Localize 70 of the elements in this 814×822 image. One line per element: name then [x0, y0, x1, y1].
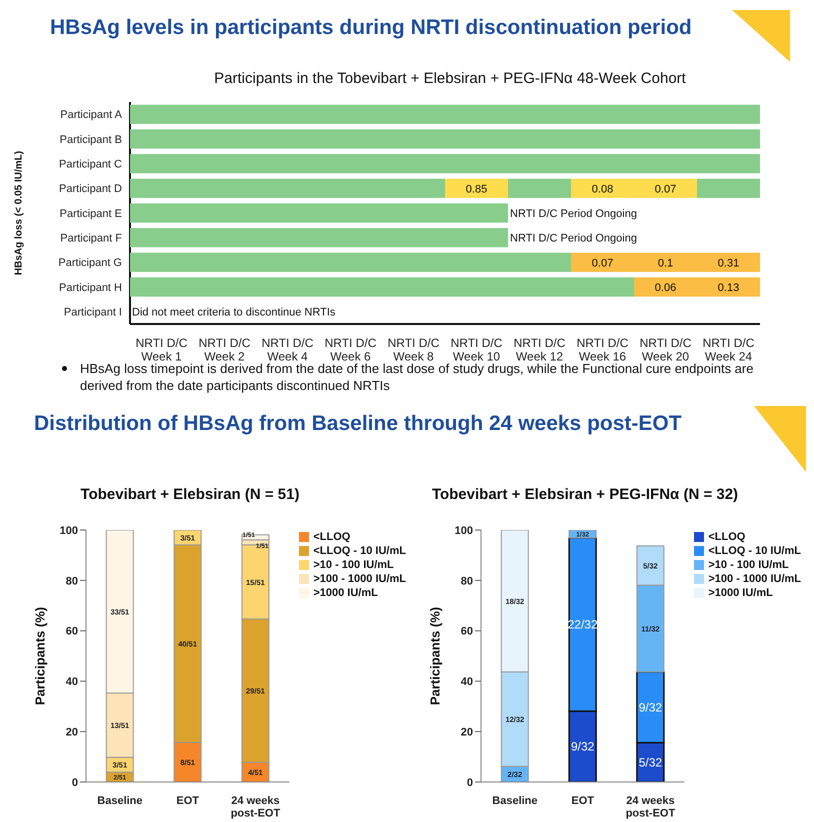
y-tick-label: Participant E [60, 208, 122, 220]
x-tick-label: NRTI D/C Week 4 [262, 336, 314, 364]
legend-label: <LLOQ [313, 531, 350, 543]
text: Distribution of HBsAg from Baseline through 24 weeks post-EOT [34, 412, 682, 436]
data-label: 0.13 [718, 282, 740, 294]
data-label: 0.07 [592, 257, 614, 270]
y-tick-label: Participant D [59, 183, 122, 196]
x-tick-label: EOT [176, 794, 200, 807]
legend-label: <LLOQ [708, 531, 746, 543]
y-tick-label: Participant F [60, 232, 122, 245]
legend-label: >10 - 100 IU/mL [708, 559, 789, 571]
chart-title: Tobevibart + Elebsiran + PEG-IFNα (N = 32) [430, 486, 740, 503]
x-tick-label: Baseline [492, 794, 538, 807]
data-label: 0.85 [466, 183, 488, 196]
annotation: NRTI D/C Period Ongoing [510, 208, 637, 220]
y-axis-title: Participants (%) [428, 606, 443, 706]
x-tick-label: NRTI D/C Week 6 [324, 336, 377, 364]
y-tick-label: 100 [454, 524, 473, 537]
x-tick-label: 24 weeks post-EOT [230, 794, 280, 820]
y-tick-label: 40 [460, 676, 473, 688]
y-tick-label: 60 [66, 626, 78, 638]
legend-label: <LLOQ - 10 IU/mL [708, 545, 801, 557]
legend-label: >100 - 1000 IU/mL [313, 573, 406, 585]
annotation: NRTI D/C Period Ongoing [510, 232, 637, 245]
y-tick-label: 60 [460, 626, 473, 638]
y-tick-label: Participant H [59, 282, 122, 294]
data-label: 0.07 [654, 183, 676, 196]
y-tick-label: 0 [72, 776, 78, 789]
y-tick-label: Participant G [58, 257, 122, 270]
y-tick-label: 20 [460, 726, 473, 739]
y-tick-label: 80 [460, 575, 473, 588]
data-label: 9/32 [638, 700, 662, 714]
legend-label: >100 - 1000 IU/mL [708, 573, 801, 585]
x-tick-label: NRTI D/C Week 1 [136, 336, 188, 364]
y-tick-label: Participant A [60, 109, 123, 122]
x-tick-label: NRTI D/C Week 20 [640, 336, 692, 364]
x-tick-label: NRTI D/C Week 10 [450, 336, 503, 364]
x-tick-label: 24 weeks post-EOT [626, 794, 676, 820]
data-label: 5/32 [638, 755, 662, 770]
x-tick-label: NRTI D/C Week 16 [576, 336, 629, 364]
y-axis-title: HBsAg loss (< 0.05 IU/mL) [14, 150, 25, 276]
y-tick-label: 20 [66, 726, 78, 739]
y-tick-label: Participant I [64, 306, 122, 319]
x-tick-label: NRTI D/C Week 2 [198, 336, 251, 364]
chart-title: Participants in the Tobevibart + Elebsiran + PEG-IFNα 48-Week Cohort [213, 70, 687, 87]
legend-label: >1000 IU/mL [313, 587, 378, 599]
chart-title: Tobevibart + Elebsiran (N = 51) [80, 486, 300, 503]
data-label: 0.06 [654, 282, 676, 294]
data-label: 9/32 [570, 740, 595, 754]
text: HBsAg levels in participants during NRTI discontinuation period [50, 16, 692, 40]
annotation: Did not meet criteria to discontinue NRTIs [132, 306, 336, 319]
y-tick-label: 100 [60, 524, 78, 537]
x-tick-label: EOT [571, 794, 594, 807]
y-tick-label: Participant C [59, 158, 122, 171]
legend-label: <LLOQ - 10 IU/mL [313, 545, 406, 557]
legend-label: >10 - 100 IU/mL [313, 559, 394, 571]
legend-label: >1000 IU/mL [708, 587, 773, 599]
x-tick-label: NRTI D/C Week 12 [514, 336, 566, 364]
y-tick-label: 0 [466, 776, 473, 789]
data-label: 0.31 [718, 257, 740, 270]
data-label: 0.08 [592, 183, 614, 196]
y-tick-label: 80 [66, 575, 78, 588]
y-tick-label: 40 [66, 676, 78, 688]
y-tick-label: Participant B [60, 134, 122, 146]
x-tick-label: NRTI D/C Week 8 [388, 336, 440, 364]
y-axis-title: Participants (%) [32, 606, 48, 706]
x-tick-label: NRTI D/C Week 24 [702, 336, 755, 364]
text: HBsAg loss timepoint is derived from the date of the last dose of study drugs, while the Functional cure endpoints are derived from the date participants discontinued NRTIs [80, 361, 754, 394]
data-label: 0.1 [658, 257, 674, 270]
x-tick-label: Baseline [97, 794, 143, 807]
